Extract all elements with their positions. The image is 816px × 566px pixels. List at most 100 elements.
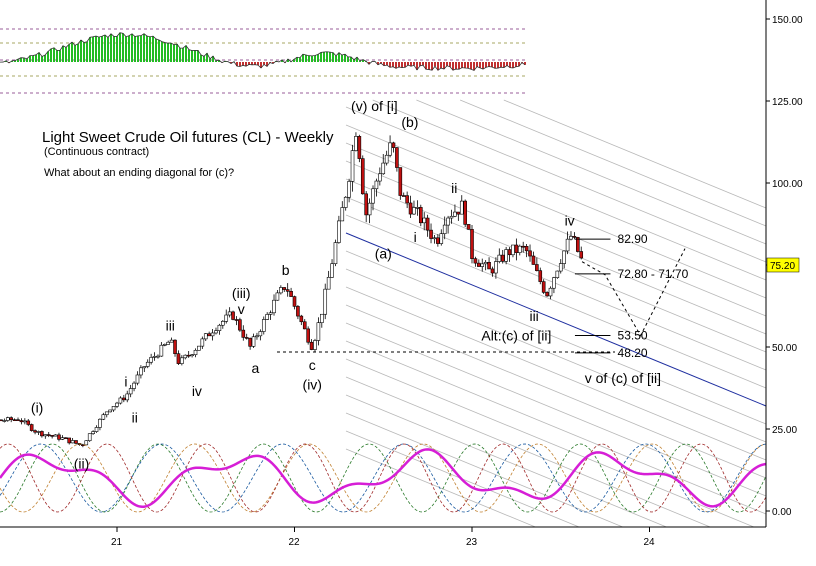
- candle-body: [162, 344, 167, 346]
- candle-body: [186, 354, 191, 357]
- candle-body: [108, 409, 112, 413]
- candle-body: [193, 349, 198, 356]
- candle-body: [135, 374, 140, 384]
- candle-body: [442, 224, 447, 235]
- candle-body: [569, 236, 573, 240]
- candle-body: [395, 147, 399, 168]
- level-label: 53.50: [618, 329, 648, 343]
- candle-body: [2, 420, 7, 422]
- fan-line: [345, 448, 536, 528]
- candle-body: [241, 329, 246, 338]
- candle-body: [40, 431, 44, 437]
- candle-body: [456, 211, 461, 215]
- cycle-wave: [0, 443, 767, 513]
- candle-body: [535, 264, 539, 271]
- wave-label: iii: [529, 308, 538, 324]
- candle-body: [555, 270, 560, 278]
- y-tick-label: 150.00: [772, 15, 803, 26]
- candle-body: [378, 173, 382, 182]
- fan-line: [345, 160, 767, 335]
- candle-body: [480, 263, 485, 267]
- candle-body: [159, 344, 164, 357]
- candle-body: [0, 419, 3, 422]
- candle-body: [231, 311, 235, 320]
- y-tick-label: 0.00: [772, 507, 792, 518]
- candle-body: [111, 406, 116, 411]
- candle-body: [57, 434, 61, 440]
- candle-body: [374, 180, 379, 190]
- candle-body: [203, 333, 208, 340]
- candle-body: [67, 437, 72, 444]
- y-tick-label: 100.00: [772, 179, 803, 190]
- candle-body: [517, 245, 522, 253]
- candle-body: [412, 207, 416, 215]
- candle-body: [364, 193, 368, 216]
- wave-label: v: [238, 301, 245, 317]
- candle-body: [29, 424, 34, 431]
- level-label: 48.20: [618, 346, 648, 360]
- candle-body: [422, 217, 427, 224]
- fan-line: [345, 340, 767, 515]
- candle-body: [306, 328, 310, 343]
- candle-body: [337, 220, 341, 243]
- candle-body: [497, 254, 502, 262]
- candle-body: [176, 353, 181, 364]
- candle-body: [156, 355, 160, 358]
- wave-label: Alt:(c) of [ii]: [481, 327, 551, 343]
- candle-body: [128, 388, 133, 395]
- fan-line: [345, 142, 767, 317]
- level-label: 82.90: [618, 232, 648, 246]
- candle-body: [197, 345, 201, 351]
- main-cycle-line: [0, 448, 767, 509]
- candle-body: [521, 245, 526, 248]
- fan-line: [345, 286, 767, 461]
- candle-body: [200, 338, 205, 347]
- candle-body: [565, 238, 570, 252]
- candle-body: [439, 233, 444, 244]
- candle-body: [149, 357, 153, 363]
- candle-body: [531, 255, 536, 265]
- candle-body: [545, 292, 549, 297]
- candle-body: [357, 136, 362, 159]
- candle-body: [183, 354, 188, 359]
- level-label: 72.80 - 71.70: [618, 267, 689, 281]
- candle-body: [244, 337, 249, 339]
- fan-line: [345, 412, 623, 528]
- chart-title: Light Sweet Crude Oil futures (CL) - Wee…: [42, 129, 334, 146]
- candle-body: [289, 290, 293, 297]
- wave-label: (a): [375, 245, 392, 261]
- histogram-indicator-panel: [0, 28, 527, 94]
- cycle-wave: [0, 443, 767, 513]
- candle-body: [101, 414, 106, 420]
- candle-body: [207, 333, 211, 337]
- candle-body: [514, 244, 519, 253]
- candle-body: [46, 434, 51, 436]
- price-level-annotations: 82.90 72.80 - 71.70 53.50 48.20: [574, 232, 689, 360]
- candle-body: [541, 281, 546, 293]
- candle-body: [320, 313, 324, 324]
- fan-line: [345, 268, 767, 443]
- candle-body: [122, 397, 126, 401]
- candle-body: [425, 217, 430, 231]
- candle-body: [473, 258, 478, 264]
- candle-body: [350, 150, 355, 182]
- wave-label: iv: [565, 213, 575, 229]
- candle-body: [53, 434, 58, 437]
- candle-body: [91, 431, 95, 434]
- candle-body: [453, 211, 457, 217]
- candle-body: [388, 142, 392, 156]
- candle-body: [139, 367, 143, 376]
- candle-body: [405, 195, 409, 204]
- candle-body: [70, 440, 75, 444]
- candle-body: [238, 319, 242, 331]
- cycle-wave: [0, 443, 767, 513]
- fan-line: [345, 250, 767, 425]
- wave-label: iv: [192, 383, 202, 399]
- fan-line: [372, 99, 767, 263]
- price-candles: [0, 132, 584, 448]
- candle-body: [282, 287, 287, 290]
- candle-body: [60, 437, 65, 440]
- candle-body: [576, 237, 580, 252]
- wave-label: iii: [166, 318, 175, 334]
- fan-line: [345, 124, 767, 299]
